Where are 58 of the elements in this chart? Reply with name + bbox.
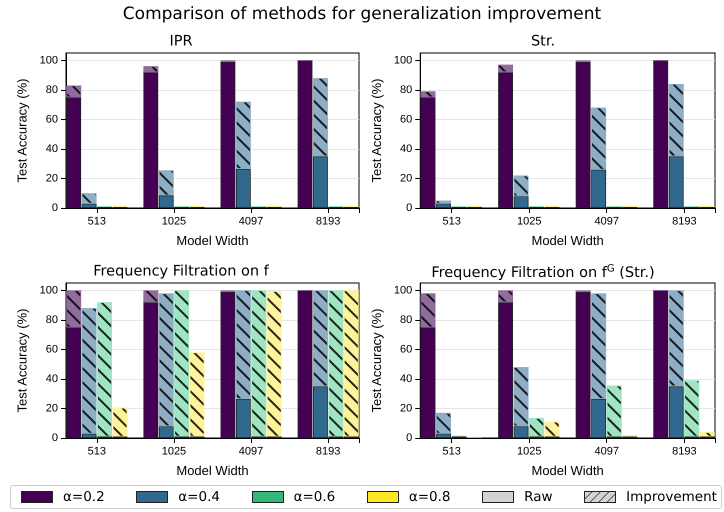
y-axis-title: Test Accuracy (%) (369, 78, 384, 183)
y-tick-label: 80 (400, 84, 412, 96)
y-tick-label: 80 (400, 314, 412, 326)
y-tick-label: 0 (52, 432, 58, 444)
x-axis-title: Model Width (532, 463, 604, 478)
text: Comparison of methods for generalization improvement (122, 4, 602, 24)
y-tick-label: 100 (40, 54, 58, 66)
x-tick-label: 4097 (594, 446, 619, 458)
y-tick-label: 60 (400, 113, 412, 126)
y-tick-label: 80 (46, 314, 58, 326)
y-axis-title: Test Accuracy (%) (14, 308, 30, 413)
y-tick-label: 60 (46, 113, 58, 126)
x-tick-label: 513 (442, 216, 461, 228)
y-tick-label: 40 (400, 372, 412, 385)
x-tick-label: 513 (88, 216, 106, 228)
x-tick-label: 8193 (672, 446, 697, 458)
x-tick-label: 1025 (516, 216, 542, 228)
text: α=0.4 (178, 489, 220, 505)
x-tick-label: 513 (88, 446, 106, 458)
x-axis-title: Model Width (176, 463, 249, 478)
y-tick-label: 0 (52, 202, 58, 214)
x-axis-title: Model Width (176, 233, 249, 248)
y-tick-label: 40 (46, 142, 58, 155)
text: α=0.2 (63, 489, 105, 505)
text: Raw (524, 489, 553, 505)
text: α=0.6 (294, 489, 336, 505)
y-tick-label: 80 (46, 84, 58, 96)
x-tick-label: 4097 (594, 216, 619, 228)
y-tick-label: 100 (394, 54, 412, 66)
x-tick-label: 8193 (672, 216, 697, 228)
y-tick-label: 60 (46, 343, 58, 356)
y-tick-label: 40 (400, 142, 412, 155)
y-tick-label: 100 (40, 284, 58, 296)
y-tick-label: 40 (46, 372, 58, 385)
x-tick-label: 8193 (316, 446, 340, 458)
x-tick-label: 8193 (316, 216, 340, 228)
x-tick-label: 4097 (238, 216, 264, 228)
y-tick-label: 100 (394, 284, 412, 296)
chart-title: Str. (530, 34, 556, 50)
y-tick-label: 0 (406, 432, 412, 444)
text: α=0.8 (408, 489, 451, 505)
chart-title: Frequency Filtration on f (93, 264, 270, 280)
x-tick-label: 1025 (516, 446, 542, 458)
y-axis-title: Test Accuracy (%) (14, 78, 30, 183)
y-tick-label: 20 (46, 172, 58, 184)
y-tick-label: 60 (400, 343, 412, 356)
x-tick-label: 1025 (162, 446, 186, 458)
text: Improvement (626, 489, 717, 505)
chart-title: IPR (169, 34, 193, 50)
x-tick-label: 513 (442, 446, 461, 458)
x-axis-title: Model Width (532, 233, 604, 248)
y-tick-label: 20 (46, 402, 58, 414)
x-tick-label: 1025 (162, 216, 186, 228)
x-tick-label: 4097 (238, 446, 264, 458)
y-axis-title: Test Accuracy (%) (369, 308, 384, 413)
y-tick-label: 0 (406, 202, 412, 214)
y-tick-label: 20 (400, 402, 412, 414)
y-tick-label: 20 (400, 172, 412, 184)
